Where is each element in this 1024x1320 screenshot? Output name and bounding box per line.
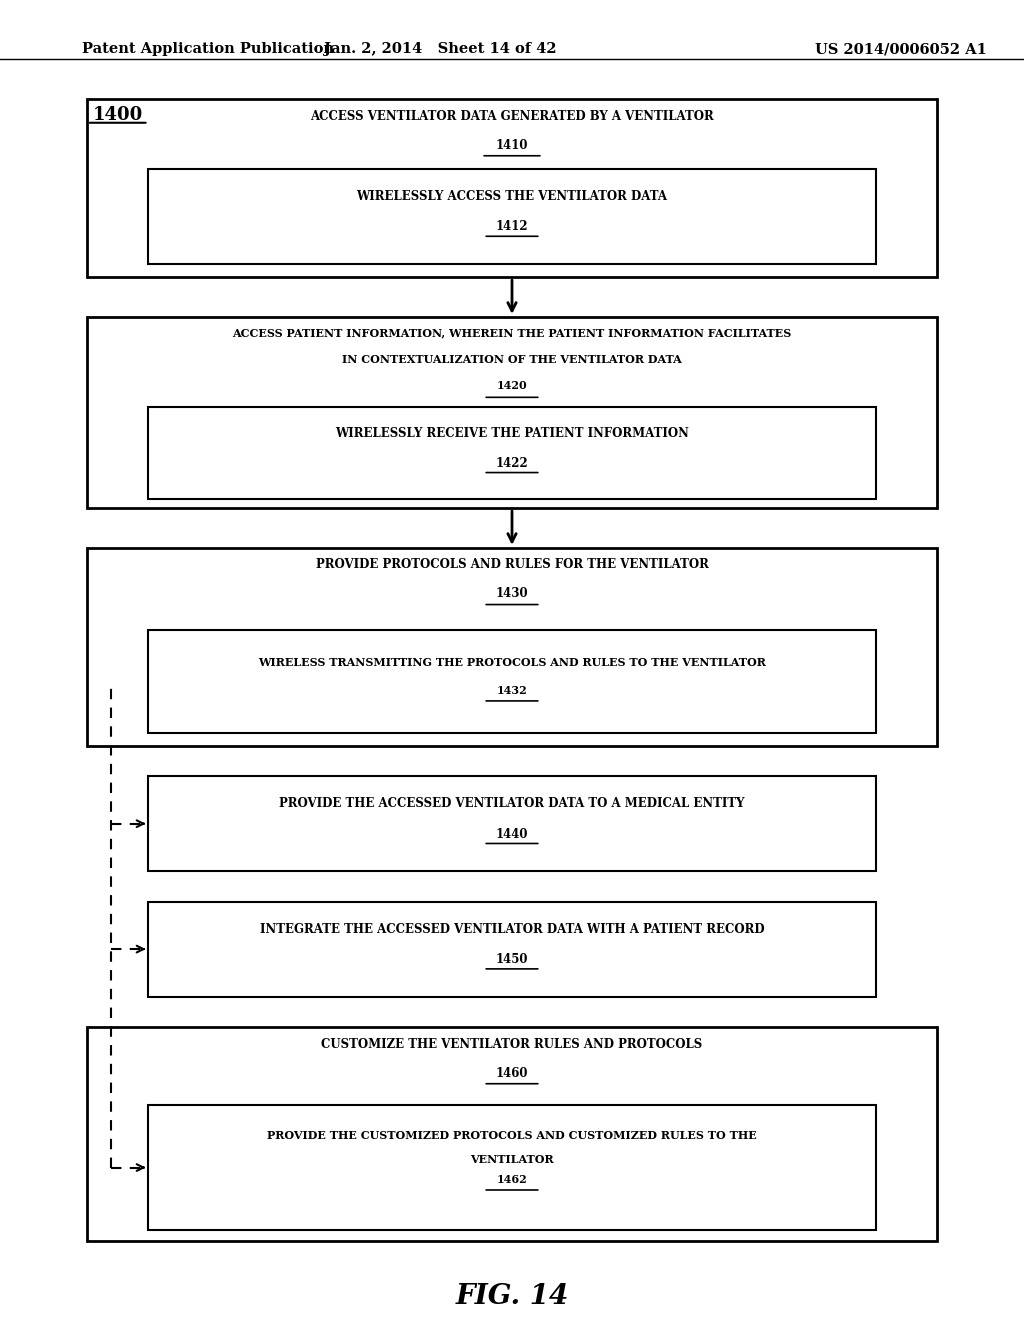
FancyBboxPatch shape xyxy=(148,169,876,264)
Text: 1400: 1400 xyxy=(92,106,143,124)
FancyBboxPatch shape xyxy=(148,902,876,997)
Text: PROVIDE PROTOCOLS AND RULES FOR THE VENTILATOR: PROVIDE PROTOCOLS AND RULES FOR THE VENT… xyxy=(315,558,709,572)
FancyBboxPatch shape xyxy=(87,317,937,508)
FancyBboxPatch shape xyxy=(87,99,937,277)
FancyBboxPatch shape xyxy=(87,548,937,746)
Text: ACCESS PATIENT INFORMATION, WHEREIN THE PATIENT INFORMATION FACILITATES: ACCESS PATIENT INFORMATION, WHEREIN THE … xyxy=(232,327,792,338)
Text: 1462: 1462 xyxy=(497,1175,527,1185)
Text: 1410: 1410 xyxy=(496,139,528,152)
Text: WIRELESSLY RECEIVE THE PATIENT INFORMATION: WIRELESSLY RECEIVE THE PATIENT INFORMATI… xyxy=(335,426,689,440)
Text: 1450: 1450 xyxy=(496,953,528,966)
Text: PROVIDE THE ACCESSED VENTILATOR DATA TO A MEDICAL ENTITY: PROVIDE THE ACCESSED VENTILATOR DATA TO … xyxy=(280,797,744,810)
Text: IN CONTEXTUALIZATION OF THE VENTILATOR DATA: IN CONTEXTUALIZATION OF THE VENTILATOR D… xyxy=(342,354,682,364)
Text: PROVIDE THE CUSTOMIZED PROTOCOLS AND CUSTOMIZED RULES TO THE: PROVIDE THE CUSTOMIZED PROTOCOLS AND CUS… xyxy=(267,1130,757,1140)
Text: INTEGRATE THE ACCESSED VENTILATOR DATA WITH A PATIENT RECORD: INTEGRATE THE ACCESSED VENTILATOR DATA W… xyxy=(260,923,764,936)
Text: 1440: 1440 xyxy=(496,828,528,841)
FancyBboxPatch shape xyxy=(148,630,876,733)
Text: ACCESS VENTILATOR DATA GENERATED BY A VENTILATOR: ACCESS VENTILATOR DATA GENERATED BY A VE… xyxy=(310,110,714,123)
Text: 1422: 1422 xyxy=(496,457,528,470)
Text: WIRELESSLY ACCESS THE VENTILATOR DATA: WIRELESSLY ACCESS THE VENTILATOR DATA xyxy=(356,190,668,203)
FancyBboxPatch shape xyxy=(148,407,876,499)
Text: 1412: 1412 xyxy=(496,220,528,234)
FancyBboxPatch shape xyxy=(87,1027,937,1241)
Text: VENTILATOR: VENTILATOR xyxy=(470,1154,554,1164)
Text: 1420: 1420 xyxy=(497,380,527,391)
Text: Patent Application Publication: Patent Application Publication xyxy=(82,42,334,57)
FancyBboxPatch shape xyxy=(148,1105,876,1230)
Text: WIRELESS TRANSMITTING THE PROTOCOLS AND RULES TO THE VENTILATOR: WIRELESS TRANSMITTING THE PROTOCOLS AND … xyxy=(258,657,766,668)
Text: 1430: 1430 xyxy=(496,587,528,601)
Text: 1460: 1460 xyxy=(496,1067,528,1080)
Text: Jan. 2, 2014   Sheet 14 of 42: Jan. 2, 2014 Sheet 14 of 42 xyxy=(324,42,557,57)
Text: FIG. 14: FIG. 14 xyxy=(456,1283,568,1309)
FancyBboxPatch shape xyxy=(148,776,876,871)
Text: US 2014/0006052 A1: US 2014/0006052 A1 xyxy=(815,42,987,57)
Text: CUSTOMIZE THE VENTILATOR RULES AND PROTOCOLS: CUSTOMIZE THE VENTILATOR RULES AND PROTO… xyxy=(322,1038,702,1051)
Text: 1432: 1432 xyxy=(497,685,527,696)
